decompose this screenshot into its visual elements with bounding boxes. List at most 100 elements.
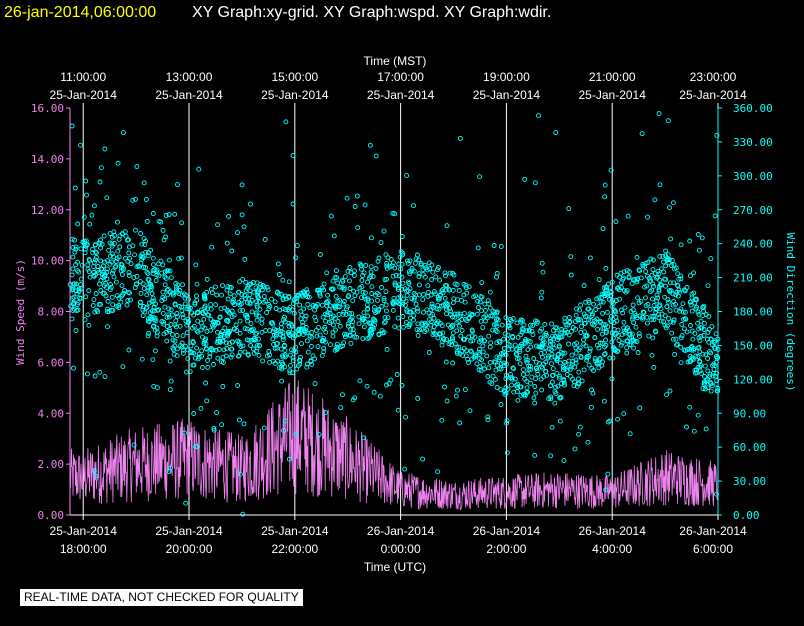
wind-direction-point [517,361,523,367]
wind-direction-point [563,362,569,368]
wind-direction-point [643,269,649,274]
wind-direction-point [381,228,387,234]
wind-direction-point [293,255,299,261]
wind-direction-point [92,242,98,248]
wind-direction-point [396,325,402,331]
wind-direction-point [668,288,674,294]
wind-direction-point [698,363,704,368]
wind-direction-point [164,338,170,344]
wind-direction-point [651,364,657,370]
wind-direction-point [248,201,253,207]
wind-direction-point [383,302,389,308]
wind-direction-point [548,361,554,367]
wind-direction-point [582,320,587,326]
wind-direction-point [630,302,636,308]
wind-direction-point [392,265,398,271]
wind-direction-point [404,258,410,264]
wind-direction-point [681,347,687,353]
wind-direction-point [469,312,474,318]
wind-direction-point [573,326,578,332]
wind-direction-point [706,339,712,345]
wind-direction-point [701,381,707,387]
wind-direction-point [623,327,629,333]
wind-direction-point [537,328,543,334]
wind-direction-point [670,302,676,308]
wind-direction-point [680,309,686,315]
wind-direction-point [261,294,267,299]
y-left-tick-label: 8.00 [38,306,65,319]
wind-direction-point [312,381,318,387]
wind-direction-point [104,195,110,201]
wind-direction-point [403,414,408,420]
wind-direction-point [161,331,167,337]
wind-direction-point [322,324,328,330]
wind-direction-point [525,357,531,363]
wind-direction-point [340,392,345,398]
wind-direction-point [205,358,210,363]
wind-direction-point [519,326,525,332]
wind-direction-point [183,369,189,375]
wind-direction-point [382,315,388,321]
wind-direction-point [376,292,382,298]
wind-direction-point [552,354,558,360]
wind-direction-point [444,283,450,289]
wind-direction-point [396,273,402,279]
wind-direction-point [597,357,603,363]
wind-direction-point [395,407,401,413]
wind-direction-point [278,328,284,334]
wind-direction-point [368,269,374,275]
wind-direction-point [435,296,441,302]
wind-direction-point [485,417,491,423]
wind-direction-point [426,350,432,355]
wind-direction-point [71,306,77,312]
wind-direction-point [479,357,485,363]
wind-direction-point [668,236,674,242]
wind-direction-point [630,314,636,320]
wind-direction-point [194,328,200,334]
wind-direction-point [384,346,390,352]
wind-direction-point [254,304,260,310]
wind-direction-point [323,318,328,324]
wind-direction-point [321,287,327,293]
wind-direction-point [361,435,366,441]
wind-direction-point [70,308,76,313]
wind-direction-point [92,373,98,379]
wind-direction-point [503,361,509,367]
wind-direction-point [679,321,685,327]
wind-direction-point [279,366,285,372]
wind-direction-point [312,314,318,320]
wind-direction-point [663,263,669,269]
wind-direction-point [241,224,247,230]
wind-direction-point [211,362,216,367]
wind-direction-point [300,322,306,328]
wind-direction-point [621,319,627,325]
wind-direction-point [420,267,426,273]
wind-direction-point [494,340,500,346]
wind-direction-point [218,306,224,312]
wind-direction-point [602,194,608,200]
wind-direction-point [700,305,706,311]
wind-direction-point [485,298,491,304]
wind-direction-point [515,381,521,387]
wind-direction-point [451,272,457,278]
wind-direction-point [478,335,484,341]
wind-direction-point [589,321,595,327]
wind-direction-point [340,278,346,284]
wind-direction-point [81,241,87,246]
wind-direction-point [491,243,497,248]
wind-direction-point [98,288,104,293]
wind-direction-point [120,130,126,136]
wind-direction-point [490,327,496,333]
wind-direction-point [332,347,338,353]
wind-direction-point [624,345,630,351]
wind-direction-point [498,244,504,249]
wind-direction-point [693,296,699,302]
wind-direction-point [327,342,333,348]
wind-direction-point [149,316,155,321]
wind-direction-point [165,286,171,292]
wind-direction-point [477,299,483,305]
wind-direction-point [208,316,214,322]
wind-direction-point [206,312,212,318]
wind-direction-point [574,306,580,312]
wind-direction-point [133,227,138,233]
